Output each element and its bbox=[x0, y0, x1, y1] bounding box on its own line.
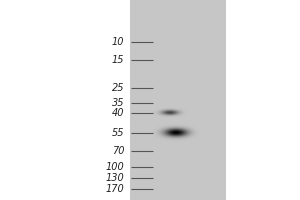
Text: 100: 100 bbox=[106, 162, 124, 172]
Text: 15: 15 bbox=[112, 55, 124, 65]
Text: 130: 130 bbox=[106, 173, 124, 183]
Text: 10: 10 bbox=[112, 37, 124, 47]
Text: 55: 55 bbox=[112, 128, 124, 138]
Text: 40: 40 bbox=[112, 108, 124, 118]
Text: 25: 25 bbox=[112, 83, 124, 93]
Text: 70: 70 bbox=[112, 146, 124, 156]
Text: 170: 170 bbox=[106, 184, 124, 194]
Text: 35: 35 bbox=[112, 98, 124, 108]
